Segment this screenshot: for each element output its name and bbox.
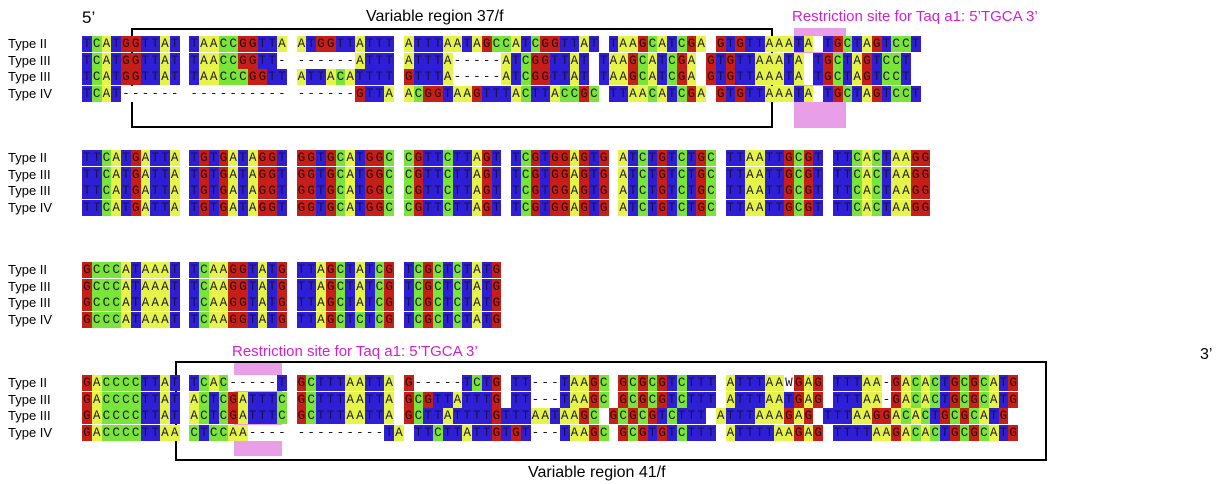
variable-region-41-title: Variable region 41/f [528,464,666,481]
sequence-label: Type III [8,295,51,311]
sequence-label: Type IV [8,424,53,440]
three-prime-label: 3’ [1200,346,1213,363]
sequence-label: Type III [8,166,51,182]
sequence-label: Type III [8,52,51,68]
sequence-label: Type II [8,36,48,51]
sequence-label: Type III [8,69,51,85]
sequence-label: Type II [8,375,48,390]
restriction-site-label-top: Restriction site for Taq a1: 5’TGCA 3’ [792,8,1038,25]
sequence-label: Type IV [8,199,53,215]
sequence-label: Type III [8,183,51,199]
sequence-label: Type III [8,391,51,407]
sequence-label: Type II [8,150,48,165]
variable-region-37-title: Variable region 37/f [366,8,504,25]
five-prime-label: 5’ [82,8,96,27]
sequence-label: Type IV [8,85,53,101]
sequence-label: Type IV [8,311,53,327]
sequence-label: Type III [8,408,51,424]
restriction-site-label-bottom: Restriction site for Taq a1: 5’TGCA 3’ [232,343,478,360]
sequence-label: Type III [8,278,51,294]
sequence-label: Type II [8,262,48,277]
